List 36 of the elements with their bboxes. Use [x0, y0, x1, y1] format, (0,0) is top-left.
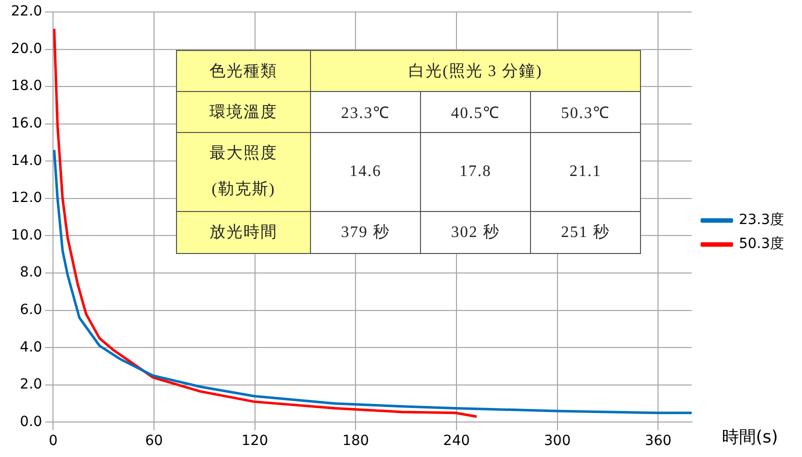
y-tick-label: 10.0 — [11, 227, 42, 244]
y-tick-label: 4.0 — [20, 339, 42, 356]
annotation: 50.3℃ — [530, 92, 641, 132]
annotation: 色光種類 — [176, 50, 310, 92]
x-tick-label: 120 — [241, 433, 268, 450]
x-tick-label: 360 — [644, 433, 672, 450]
annotation: 14.6 — [310, 132, 420, 212]
annotation: 最大照度 (勒克斯) — [176, 132, 310, 212]
y-tick-label: 18.0 — [11, 78, 42, 94]
y-tick-label: 0.0 — [20, 414, 42, 430]
legend-label: 23.3度 — [738, 212, 784, 228]
legend-label: 50.3度 — [738, 236, 784, 252]
y-tick-label: 2.0 — [20, 376, 42, 393]
x-tick-label: 180 — [342, 433, 370, 450]
annotation: 302 秒 — [420, 212, 530, 254]
annotation: 23.3℃ — [310, 92, 420, 132]
x-tick-label: 60 — [145, 433, 163, 450]
x-tick-label: 300 — [544, 433, 571, 450]
y-tick-label: 8.0 — [20, 264, 42, 281]
y-tick-label: 6.0 — [20, 302, 42, 318]
y-tick-label: 20.0 — [11, 40, 42, 57]
y-tick-label: 12.0 — [11, 190, 42, 206]
annotation: 379 秒 — [310, 212, 420, 254]
annotation: 放光時間 — [176, 212, 310, 254]
x-tick-label: 240 — [443, 433, 470, 450]
annotation: 40.5℃ — [420, 92, 530, 132]
annotation: 環境溫度 — [176, 92, 310, 132]
annotation: 17.8 — [420, 132, 530, 212]
annotation: 白光(照光 3 分鐘) — [310, 50, 641, 92]
annotation: 251 秒 — [530, 212, 641, 254]
y-tick-label: 16.0 — [11, 116, 42, 132]
x-axis-title: 時間(s) — [722, 428, 778, 448]
y-tick-label: 14.0 — [11, 152, 42, 169]
y-tick-label: 22.0 — [11, 4, 42, 20]
annotation: 21.1 — [530, 132, 641, 212]
x-tick-label: 0 — [48, 433, 58, 450]
